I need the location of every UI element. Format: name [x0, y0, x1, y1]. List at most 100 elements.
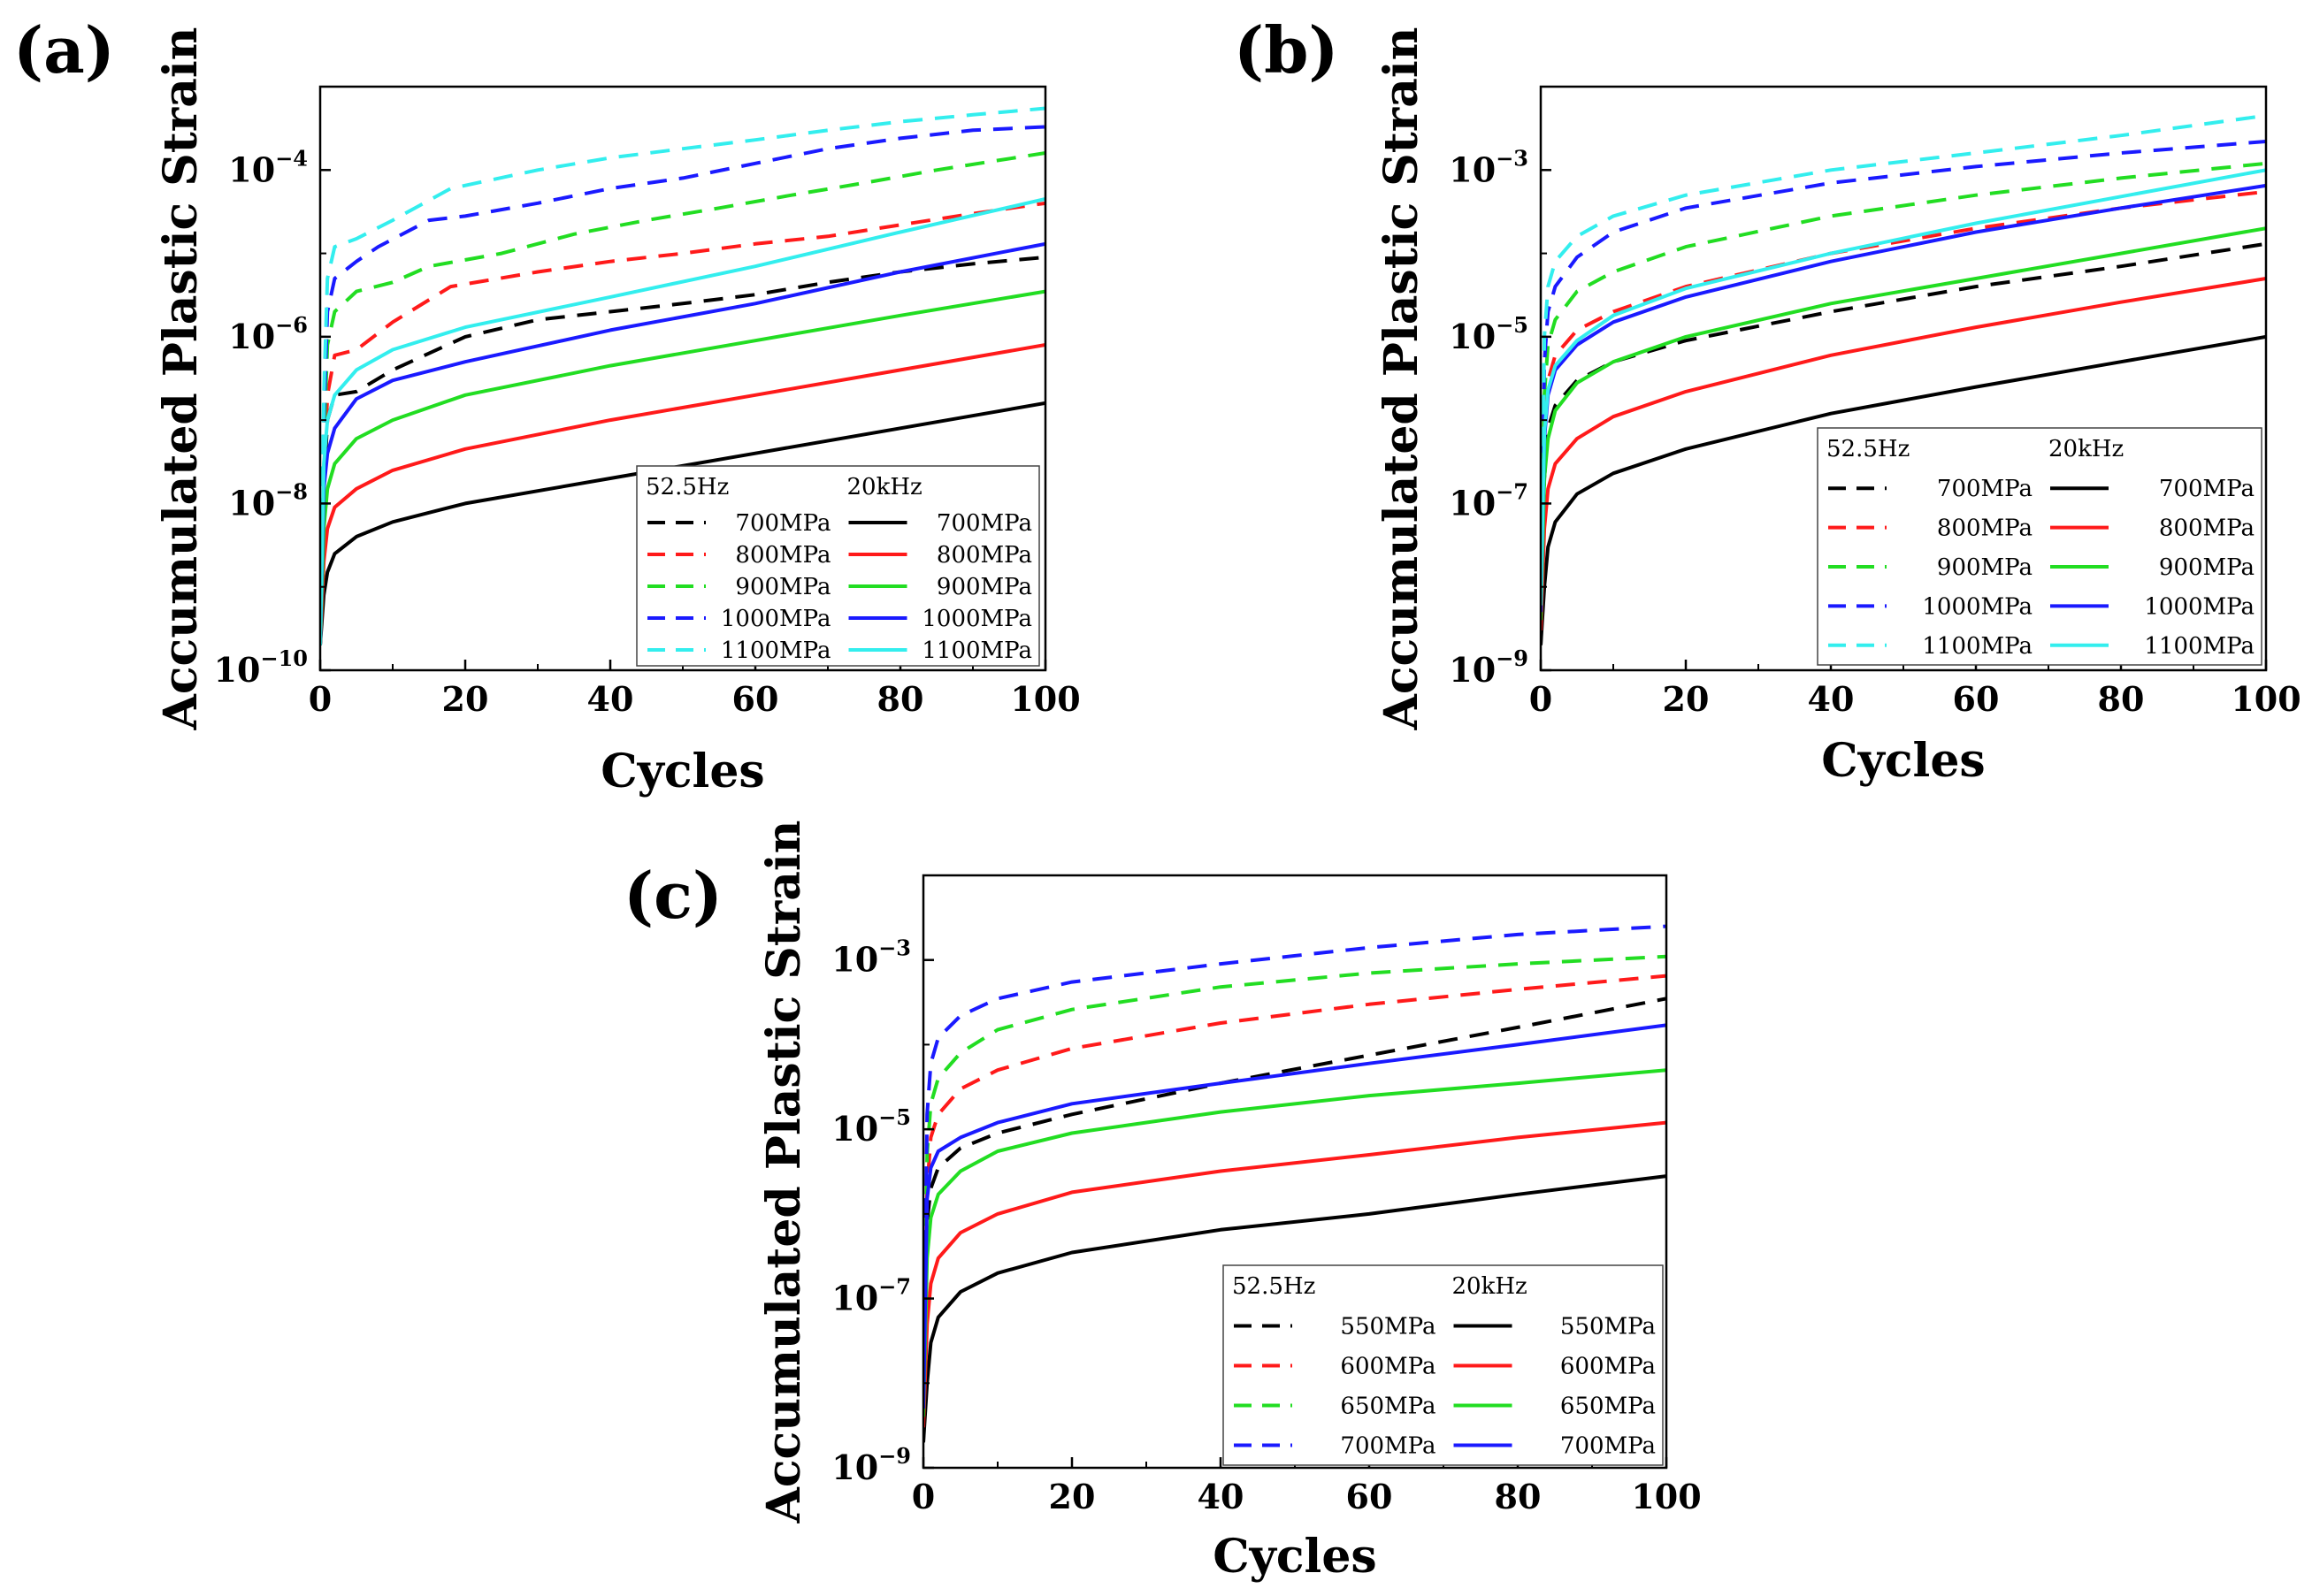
series-line-525Hz-1000mpa [320, 125, 1045, 645]
series-line-20kHz-700mpa [320, 401, 1045, 645]
legend-label: 1000MPa [1922, 593, 2033, 620]
series-line-525Hz-700mpa [923, 924, 1666, 1409]
series-line-20kHz-600mpa [923, 1120, 1666, 1428]
x-tick-label: 40 [1808, 679, 1855, 719]
y-tick-label: 10−7 [831, 1274, 911, 1318]
x-axis-title: Cycles [1821, 734, 1985, 788]
y-tick-label: 10−7 [1449, 478, 1528, 523]
legend-label: 700MPa [937, 510, 1032, 537]
legend-label: 1100MPa [721, 638, 831, 664]
legend-header: 20kHz [1452, 1273, 1527, 1300]
x-tick-label: 0 [309, 679, 332, 719]
panel-3: (c) 0 20 40 60 80 100 10−9 10−7 10−5 10−3 Cycles Acc… [624, 821, 1702, 1584]
y-tick-exponent: −7 [878, 1274, 911, 1300]
x-tick-label: 60 [732, 679, 779, 719]
legend-label: 1100MPa [2144, 633, 2255, 660]
series-line-20kHz-650mpa [923, 1068, 1666, 1417]
y-tick-label: 10−5 [1449, 312, 1528, 356]
legend-label: 700MPa [2159, 476, 2255, 502]
legend-label: 800MPa [937, 542, 1032, 569]
legend-label: 650MPa [1340, 1394, 1435, 1420]
legend-label: 600MPa [1340, 1354, 1435, 1380]
legend-header: 52.5Hz [1232, 1273, 1315, 1300]
legend-label: 800MPa [1937, 515, 2033, 542]
series-line-525Hz-900mpa [320, 151, 1045, 645]
legend-header: 20kHz [2048, 436, 2124, 462]
y-tick-label: 10−9 [1449, 645, 1528, 690]
panel-label: (b) [1234, 12, 1338, 88]
legend-label: 700MPa [735, 510, 831, 537]
legend-box [1222, 1264, 1664, 1466]
y-tick-label: 10−9 [831, 1443, 911, 1487]
y-tick-exponent: −8 [275, 478, 308, 504]
x-tick-label: 60 [1953, 679, 2000, 719]
panel-2: (b) 0 20 40 60 80 100 10−9 10−7 10−5 10−3 Cycles Acc… [1234, 12, 2301, 788]
y-axis-title: Accumulated Plastic Strain [757, 821, 811, 1524]
y-tick-exponent: −4 [275, 145, 308, 171]
legend-label: 700MPa [1937, 476, 2033, 502]
x-tick-label: 0 [912, 1477, 935, 1516]
y-tick-label: 10−6 [228, 312, 308, 356]
y-tick-exponent: −7 [1496, 478, 1528, 504]
y-tick-label: 10−3 [831, 935, 911, 980]
x-tick-label: 40 [587, 679, 634, 719]
legend-label: 1100MPa [922, 638, 1032, 664]
legend-label: 1000MPa [922, 606, 1032, 632]
series-line-525Hz-1100mpa [320, 106, 1045, 645]
series-line-525Hz-650mpa [923, 954, 1666, 1417]
y-axis-title: Accumulated Plastic Strain [154, 27, 208, 731]
legend-label: 550MPa [1560, 1314, 1656, 1340]
legend-label: 1000MPa [2144, 593, 2255, 620]
legend-label: 1100MPa [1922, 633, 2033, 660]
legend-box [1817, 427, 2262, 666]
y-tick-exponent: −5 [1496, 312, 1528, 338]
panel-1: (a) 0 20 40 60 80 100 10−10 10−8 10−6 10−4 Cycles Ac… [13, 12, 1081, 798]
series-line-20kHz-1100mpa [1541, 168, 2266, 606]
legend-header: 52.5Hz [1826, 436, 1910, 462]
series-line-20kHz-800mpa [320, 343, 1045, 645]
x-tick-label: 100 [1010, 679, 1080, 719]
legend-label: 700MPa [1560, 1433, 1656, 1460]
x-tick-label: 60 [1346, 1477, 1393, 1516]
legend-label: 550MPa [1340, 1314, 1435, 1340]
series-line-20kHz-900mpa [320, 289, 1045, 645]
legend: 52.5Hz 700MPa 800MPa 900MPa 1000MPa 1100MPa 20… [1817, 427, 2262, 666]
legend-box [636, 465, 1040, 667]
x-tick-label: 20 [442, 679, 489, 719]
panel-label: (a) [13, 12, 115, 88]
series-line-525Hz-900mpa [1541, 161, 2266, 621]
panel-label: (c) [624, 858, 723, 933]
series-line-525Hz-1100mpa [1541, 113, 2266, 606]
x-tick-label: 100 [2231, 679, 2301, 719]
legend-label: 1000MPa [721, 606, 831, 632]
x-tick-label: 80 [877, 679, 924, 719]
y-tick-exponent: −9 [1496, 645, 1528, 671]
legend-label: 700MPa [1340, 1433, 1435, 1460]
y-tick-label: 10−4 [228, 145, 308, 189]
y-tick-label: 10−10 [214, 645, 308, 690]
legend: 52.5Hz 550MPa 600MPa 650MPa 700MPa 20kHz 550MP… [1222, 1264, 1664, 1466]
series-lines [1541, 113, 2266, 645]
y-axis-title: Accumulated Plastic Strain [1374, 27, 1428, 731]
y-tick-exponent: −9 [878, 1443, 911, 1469]
y-tick-exponent: −10 [260, 645, 308, 671]
legend-header: 20kHz [847, 474, 923, 500]
series-line-525Hz-800mpa [320, 201, 1045, 645]
x-tick-label: 20 [1663, 679, 1710, 719]
legend-label: 650MPa [1560, 1394, 1656, 1420]
legend-label: 900MPa [2159, 554, 2255, 581]
x-tick-label: 40 [1198, 1477, 1244, 1516]
series-line-20kHz-900mpa [1541, 226, 2266, 621]
x-tick-label: 0 [1529, 679, 1552, 719]
y-tick-label: 10−3 [1449, 145, 1528, 189]
x-axis-title: Cycles [601, 745, 764, 798]
y-tick-label: 10−8 [228, 478, 308, 523]
x-tick-label: 20 [1049, 1477, 1096, 1516]
series-lines [923, 924, 1666, 1443]
x-tick-label: 80 [1495, 1477, 1542, 1516]
legend-label: 900MPa [937, 574, 1032, 600]
legend-header: 52.5Hz [646, 474, 729, 500]
legend-label: 800MPa [735, 542, 831, 569]
series-line-20kHz-700mpa [1541, 334, 2266, 645]
legend-label: 600MPa [1560, 1354, 1656, 1380]
